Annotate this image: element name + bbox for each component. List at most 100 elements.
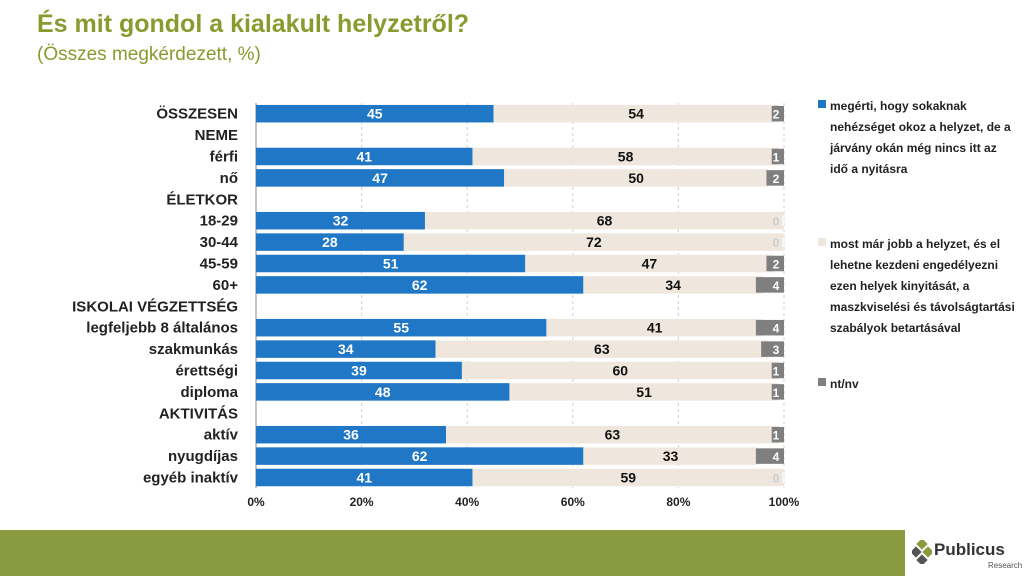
data-label-ntnv: 4 — [773, 450, 780, 464]
data-label-understands: 28 — [322, 234, 338, 250]
bar-segment-understands — [256, 104, 494, 123]
category-label: diploma — [180, 384, 238, 401]
x-tick-label: 40% — [455, 495, 479, 509]
data-label-understands: 41 — [356, 149, 372, 165]
legend-label-reopen: most már jobb a helyzet, és el lehetne k… — [830, 237, 1015, 335]
data-label-understands: 62 — [412, 448, 428, 464]
category-label: érettségi — [175, 363, 238, 380]
bar-segment-ntnv — [766, 255, 784, 272]
stacked-bar-chart: 0% 20% 40% 60% 80% 100%ÖSSZESEN 45 54 2NEMEférfi… — [72, 103, 800, 509]
bar-segment-ntnv — [771, 426, 784, 443]
data-label-understands: 45 — [367, 106, 383, 122]
bar-segment-understands — [256, 383, 510, 401]
data-label-understands: 36 — [343, 427, 359, 443]
data-label-ntnv: 0 — [773, 472, 780, 486]
bar-segment-ntnv — [755, 448, 784, 464]
data-label-understands: 39 — [351, 363, 367, 379]
data-label-ntnv: 0 — [773, 236, 780, 250]
data-label-understands: 34 — [338, 341, 354, 357]
data-label-ntnv: 2 — [773, 172, 780, 186]
bar-segment-understands — [256, 233, 404, 251]
logo-icon — [912, 540, 932, 564]
bar-segment-reopen — [493, 104, 779, 123]
bar-segment-reopen — [509, 383, 779, 401]
x-tick-label: 20% — [350, 495, 374, 509]
data-label-ntnv: 0 — [773, 215, 780, 229]
bar-segment-reopen — [583, 447, 758, 465]
category-label: 45-59 — [200, 256, 238, 273]
category-label: 30-44 — [200, 234, 239, 251]
legend-label-understands: megérti, hogy sokaknak nehézséget okoz a… — [830, 99, 1011, 176]
data-label-reopen: 72 — [586, 234, 602, 250]
legend-swatch-ntnv — [818, 378, 826, 386]
bar-segment-reopen — [435, 340, 769, 358]
bar-segment-understands — [256, 276, 584, 294]
data-label-reopen: 51 — [636, 384, 652, 400]
bar-segment-reopen — [583, 276, 763, 294]
bar-segment-reopen — [424, 211, 784, 230]
bar-segment-reopen — [403, 233, 784, 251]
bar-segment-reopen — [472, 147, 779, 166]
bar-segment-reopen — [461, 361, 779, 380]
legend-swatch-understands — [818, 100, 826, 108]
data-label-reopen: 58 — [618, 149, 634, 165]
page-title: És mit gondol a kialakult helyzetről? — [37, 10, 470, 38]
category-label: 60+ — [213, 277, 239, 294]
data-label-understands: 62 — [412, 277, 428, 293]
bar-segment-ntnv — [781, 236, 785, 249]
category-label: szakmunkás — [149, 341, 238, 358]
data-label-reopen: 50 — [628, 170, 644, 186]
category-label: AKTIVITÁS — [159, 405, 238, 422]
publicus-logo: Publicus Research — [912, 536, 1024, 576]
bar-segment-ntnv — [766, 170, 784, 186]
bar-segment-understands — [256, 169, 505, 187]
bar-segment-ntnv — [771, 105, 784, 122]
data-label-understands: 32 — [333, 213, 349, 229]
data-label-reopen: 41 — [647, 320, 663, 336]
data-label-ntnv: 4 — [773, 279, 780, 293]
bar-segment-understands — [256, 361, 462, 380]
data-label-ntnv: 1 — [773, 151, 780, 165]
bar-segment-understands — [256, 468, 473, 487]
category-label: nyugdíjas — [168, 448, 238, 465]
x-tick-label: 60% — [561, 495, 585, 509]
legend-swatch-reopen — [818, 238, 826, 246]
data-label-reopen: 59 — [620, 470, 636, 486]
data-label-understands: 47 — [372, 170, 388, 186]
data-label-ntnv: 1 — [773, 429, 780, 443]
data-label-reopen: 33 — [663, 448, 679, 464]
bar-segment-ntnv — [771, 362, 784, 379]
bar-segment-ntnv — [771, 148, 784, 165]
category-label: ISKOLAI VÉGZETTSÉG — [72, 298, 238, 315]
logo-name: Publicus — [934, 540, 1005, 559]
category-label: ÖSSZESEN — [156, 106, 238, 123]
data-label-ntnv: 2 — [773, 258, 780, 272]
data-label-reopen: 54 — [628, 106, 644, 122]
bar-segment-understands — [256, 318, 547, 337]
bar-segment-understands — [256, 254, 526, 273]
bar-segment-understands — [256, 147, 473, 166]
data-label-understands: 51 — [383, 256, 399, 272]
data-label-ntnv: 4 — [773, 322, 780, 336]
footer-bar — [0, 530, 905, 576]
bar-segment-ntnv — [755, 277, 784, 293]
category-label: nő — [220, 170, 238, 187]
bar-segment-ntnv — [781, 471, 785, 484]
category-label: 18-29 — [200, 213, 238, 230]
bar-segment-ntnv — [761, 341, 784, 357]
data-label-reopen: 34 — [665, 277, 681, 293]
category-label: ÉLETKOR — [166, 191, 238, 208]
data-label-understands: 55 — [393, 320, 409, 336]
bar-segment-reopen — [446, 425, 779, 444]
logo-subtitle: Research — [988, 561, 1023, 570]
legend-label-ntnv: nt/nv — [830, 377, 859, 391]
category-label: aktív — [204, 427, 239, 444]
data-label-reopen: 63 — [605, 427, 621, 443]
data-label-reopen: 47 — [642, 256, 658, 272]
data-label-ntnv: 1 — [773, 365, 780, 379]
bar-segment-ntnv — [771, 384, 784, 400]
category-label: legfeljebb 8 általános — [86, 320, 238, 337]
data-label-ntnv: 2 — [773, 108, 780, 122]
category-label: NEME — [195, 127, 238, 144]
bar-segment-reopen — [472, 468, 784, 487]
